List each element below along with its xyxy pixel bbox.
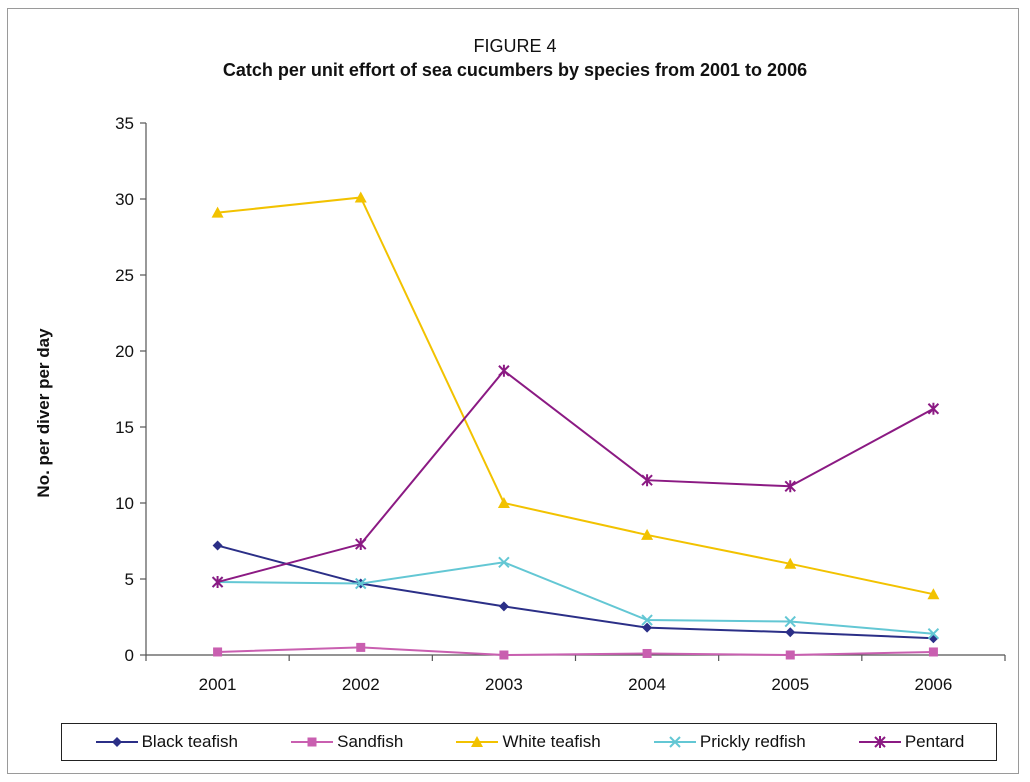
y-tick-label: 35 — [115, 114, 134, 133]
legend-swatch-sandfish — [291, 737, 334, 747]
data-point-white-teafish — [354, 191, 367, 203]
data-point-pentard — [784, 480, 796, 493]
chart-title: Catch per unit effort of sea cucumbers b… — [222, 60, 808, 80]
legend-label: Pentard — [904, 732, 965, 751]
x-tick-label: 2001 — [199, 675, 237, 694]
data-point-white-teafish — [497, 497, 510, 508]
data-point-black-teafish — [785, 627, 796, 638]
data-point-prickly-redfish — [784, 615, 796, 628]
x-tick-label: 2003 — [485, 675, 523, 694]
data-point-sandfish — [928, 647, 938, 657]
data-point-sandfish — [642, 648, 652, 658]
x-tick-label: 2002 — [342, 675, 380, 694]
data-point-white-teafish — [211, 206, 224, 218]
legend-item-sandfish: Sandfish — [289, 732, 403, 752]
figure-frame — [7, 8, 1019, 774]
legend-label: White teafish — [502, 732, 601, 751]
data-point-prickly-redfish — [641, 614, 653, 626]
series-sandfish — [213, 642, 938, 660]
data-point-black-teafish — [498, 601, 509, 612]
series-line-pentard — [217, 369, 934, 584]
data-point-sandfish — [213, 647, 223, 657]
data-point-pentard — [355, 538, 367, 551]
legend: Black teafish Sandfish White teafish Prickl… — [61, 723, 997, 761]
legend-item-prickly-redfish: Prickly redfish — [652, 732, 806, 752]
x-tick-label: 2006 — [915, 675, 953, 694]
data-point-prickly-redfish — [927, 628, 940, 640]
y-tick-label: 15 — [115, 418, 134, 437]
legend-label: Black teafish — [141, 732, 238, 751]
x-tick-label: 2004 — [628, 675, 666, 694]
legend-label: Sandfish — [337, 732, 404, 751]
y-axis-label: No. per diver per day — [34, 328, 53, 498]
x-tick-label: 2005 — [771, 675, 809, 694]
y-tick-label: 20 — [115, 342, 134, 361]
series-pentard — [211, 364, 940, 589]
legend-swatch-pentard — [858, 736, 901, 748]
series-prickly-redfish — [211, 556, 940, 640]
series-layer — [211, 191, 940, 660]
data-point-pentard — [498, 364, 510, 377]
data-point-black-teafish — [212, 540, 223, 551]
data-point-sandfish — [785, 650, 795, 660]
legend-swatch-white-teafish — [456, 736, 499, 747]
legend-item-white-teafish: White teafish — [454, 732, 601, 752]
legend-item-pentard: Pentard — [857, 732, 965, 752]
y-tick-label: 0 — [125, 646, 134, 665]
data-point-pentard — [927, 402, 940, 415]
legend-marker-pentard — [874, 736, 886, 748]
axes: 0 5 10 15 20 25 30 35 2001 2002 2003 2004 2005 2006 — [115, 114, 1006, 694]
data-point-white-teafish — [784, 557, 797, 569]
data-point-sandfish — [499, 650, 509, 660]
y-tick-label: 5 — [125, 570, 134, 589]
legend-marker-prickly-redfish — [669, 736, 681, 748]
legend-swatch-prickly-redfish — [653, 736, 696, 748]
y-tick-label: 30 — [115, 190, 134, 209]
series-white-teafish — [211, 191, 940, 600]
legend-item-black-teafish: Black teafish — [94, 732, 238, 752]
data-point-pentard — [641, 474, 653, 487]
y-tick-label: 10 — [115, 494, 134, 513]
data-point-black-teafish — [642, 622, 653, 633]
data-point-sandfish — [356, 642, 366, 652]
legend-marker-sandfish — [307, 737, 317, 747]
series-line-prickly-redfish — [217, 561, 934, 635]
legend-swatch-black-teafish — [95, 737, 138, 747]
data-point-prickly-redfish — [498, 556, 510, 568]
data-point-prickly-redfish — [355, 577, 367, 590]
data-point-white-teafish — [927, 588, 940, 600]
figure-label: FIGURE 4 — [473, 36, 557, 56]
series-line-white-teafish — [217, 196, 934, 596]
series-line-black-teafish — [217, 544, 934, 640]
y-tick-label: 25 — [115, 266, 134, 285]
data-point-white-teafish — [641, 528, 654, 540]
legend-label: Prickly redfish — [699, 732, 806, 751]
legend-marker-white-teafish — [471, 736, 484, 747]
data-point-pentard — [211, 576, 224, 589]
series-line-sandfish — [217, 646, 934, 657]
legend-marker-black-teafish — [111, 737, 122, 747]
